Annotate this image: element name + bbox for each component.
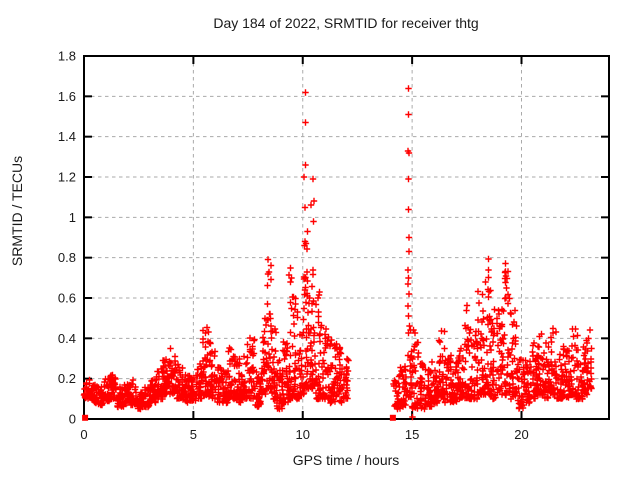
x-tick-label: 0 [80, 427, 87, 442]
y-axis-label: SRMTID / TECUs [9, 156, 25, 266]
y-tick-label: 1.6 [58, 89, 76, 104]
y-tick-label: 1.4 [58, 129, 76, 144]
y-tick-label: 0.8 [58, 250, 76, 265]
y-tick-label: 1.8 [58, 49, 76, 64]
zero-square-marker [389, 414, 396, 421]
label-layer: Day 184 of 2022, SRMTID for receiver tht… [9, 15, 529, 468]
scatter-points [80, 85, 595, 421]
chart-title: Day 184 of 2022, SRMTID for receiver tht… [213, 15, 478, 31]
x-tick-label: 10 [296, 427, 310, 442]
y-tick-label: 0.4 [58, 331, 76, 346]
y-tick-label: 1 [69, 210, 76, 225]
scatter-plus-markers [80, 85, 595, 421]
x-tick-label: 5 [190, 427, 197, 442]
x-axis-label: GPS time / hours [293, 452, 400, 468]
y-tick-label: 0.2 [58, 371, 76, 386]
x-tick-label: 20 [514, 427, 528, 442]
plot-border [83, 55, 610, 420]
zero-square-marker [82, 414, 89, 421]
y-tick-label: 0 [69, 412, 76, 427]
y-tick-label: 0.6 [58, 291, 76, 306]
y-tick-label: 1.2 [58, 170, 76, 185]
x-tick-label: 15 [405, 427, 419, 442]
